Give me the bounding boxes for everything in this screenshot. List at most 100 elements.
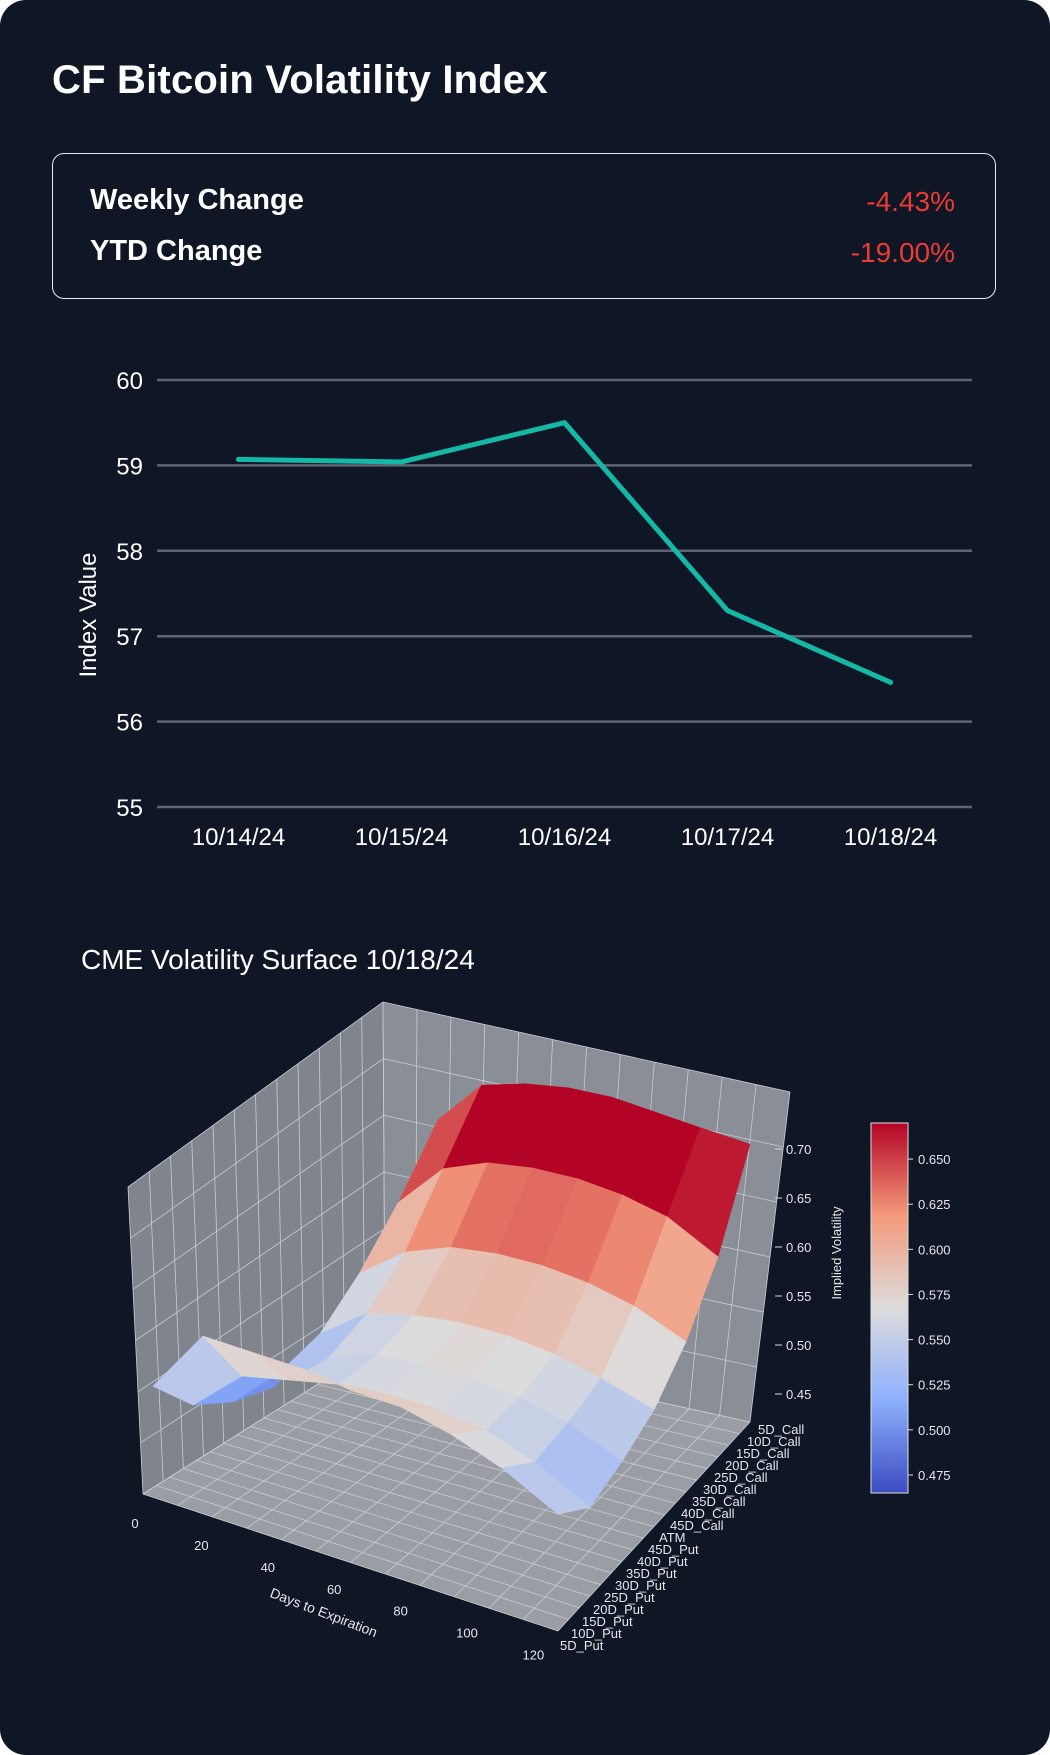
colorbar-tick-label: 0.525 xyxy=(918,1378,951,1393)
surface-patch xyxy=(500,1461,591,1515)
x-tick-label: 40 xyxy=(261,1560,275,1575)
x-tick-label: 100 xyxy=(456,1626,478,1641)
z-tick-label: 0.45 xyxy=(786,1387,811,1402)
colorbar: 0.475 0.500 0.525 0.550 0.575 0.600 0.625 0.650 xyxy=(870,1122,951,1494)
weekly-change-row: Weekly Change -4.43% xyxy=(90,184,955,224)
delta-tick-label: 20D_Call xyxy=(725,1458,779,1473)
floor-grid-line xyxy=(183,1468,591,1597)
delta-tick-label: 5D_Call xyxy=(758,1422,804,1437)
line-chart-gridlines xyxy=(157,378,972,809)
floor-grid-line xyxy=(277,1409,665,1516)
x-tick-label: 80 xyxy=(393,1604,407,1619)
data-point xyxy=(236,456,241,462)
y-tick-label: 60 xyxy=(116,368,143,395)
wall-grid-line xyxy=(135,1171,385,1341)
colorbar-tick-label: 0.575 xyxy=(918,1287,951,1302)
x-axis-label: Days to Expiration xyxy=(268,1585,380,1641)
surface-chart-title: CME Volatility Surface 10/18/24 xyxy=(81,944,475,975)
data-point xyxy=(562,420,567,426)
colorbar-tick-label: 0.475 xyxy=(918,1468,951,1483)
data-point xyxy=(725,608,730,614)
x-tick-label: 0 xyxy=(131,1516,138,1531)
wall-grid-line xyxy=(749,1091,791,1423)
delta-tick-label: 45D_Put xyxy=(648,1542,699,1557)
x-tick-label: 10/14/24 xyxy=(192,824,285,851)
delta-tick-label: 10D_Call xyxy=(747,1434,801,1449)
page-title: CF Bitcoin Volatility Index xyxy=(52,58,548,102)
y-tick-label: 59 xyxy=(116,453,143,480)
series-line xyxy=(236,420,893,685)
floor-grid-line xyxy=(250,1426,644,1539)
ytd-change-label: YTD Change xyxy=(90,235,263,267)
colorbar-tick-label: 0.625 xyxy=(918,1197,951,1212)
x-tick-label: 10/18/24 xyxy=(844,824,937,851)
y-axis-label: Index Value xyxy=(75,553,102,678)
delta-tick-label: 15D_Put xyxy=(582,1614,633,1629)
y-tick-label: 56 xyxy=(116,710,143,737)
delta-tick-label: 40D_Put xyxy=(637,1554,688,1569)
ytd-change-row: YTD Change -19.00% xyxy=(90,235,955,275)
delta-tick-label: 45D_Call xyxy=(670,1518,724,1533)
ytd-change-value: -19.00% xyxy=(850,237,955,268)
stats-panel: Weekly Change -4.43% YTD Change -19.00% xyxy=(52,153,996,299)
wall-grid-line xyxy=(130,1058,384,1239)
z-tick-label: 0.55 xyxy=(786,1289,811,1304)
wall-grid-line xyxy=(132,1115,384,1290)
delta-tick-label: 10D_Put xyxy=(571,1626,622,1641)
colorbar-tick-label: 0.550 xyxy=(918,1333,951,1348)
floor-grid-line xyxy=(169,1476,580,1609)
line-chart-y-ticks: 55 56 57 58 59 60 xyxy=(116,368,143,822)
floor-grid-line xyxy=(236,1434,633,1551)
surface-z-ticks: 0.45 0.50 0.55 0.60 0.65 0.70 xyxy=(775,1142,811,1402)
colorbar-tick-label: 0.650 xyxy=(918,1152,951,1167)
y-tick-label: 58 xyxy=(116,539,143,566)
x-tick-label: 10/15/24 xyxy=(355,824,448,851)
z-tick-label: 0.50 xyxy=(786,1338,811,1353)
colorbar-tick-label: 0.600 xyxy=(918,1242,951,1257)
z-tick-label: 0.70 xyxy=(786,1142,811,1157)
volatility-surface-chart: 0.45 0.50 0.55 0.60 0.65 0.70 0 20 40 60 80 100 120… xyxy=(127,1001,951,1663)
colorbar-tick-label: 0.500 xyxy=(918,1423,951,1438)
line-chart-x-ticks: 10/14/24 10/15/24 10/16/24 10/17/24 10/18/24 xyxy=(192,824,937,851)
delta-tick-label: 30D_Put xyxy=(615,1578,666,1593)
delta-tick-label: ATM xyxy=(659,1530,685,1545)
wall-grid-line xyxy=(719,1084,757,1416)
delta-tick-label: 5D_Put xyxy=(560,1638,604,1653)
floor-grid-line xyxy=(142,1493,559,1632)
floor-grid-line xyxy=(263,1417,655,1527)
delta-tick-label: 30D_Call xyxy=(703,1482,757,1497)
wall-grid-line xyxy=(127,1001,384,1188)
x-tick-label: 10/16/24 xyxy=(518,824,611,851)
y-tick-label: 55 xyxy=(116,795,143,822)
z-tick-label: 0.65 xyxy=(786,1191,811,1206)
floor-grid-line xyxy=(210,1451,612,1574)
delta-tick-label: 40D_Call xyxy=(681,1506,735,1521)
floor-grid-line xyxy=(223,1442,623,1562)
delta-tick-label: 35D_Put xyxy=(626,1566,677,1581)
floor-grid-line xyxy=(156,1485,569,1620)
data-point xyxy=(888,679,893,685)
surface-x-ticks: 0 20 40 60 80 100 120 xyxy=(131,1516,544,1663)
delta-tick-label: 25D_Put xyxy=(604,1590,655,1605)
x-tick-label: 120 xyxy=(523,1648,545,1663)
x-tick-label: 20 xyxy=(194,1538,208,1553)
z-tick-label: 0.60 xyxy=(786,1240,811,1255)
surface-delta-ticks: 5D_Call10D_Call15D_Call20D_Call25D_Call3… xyxy=(560,1422,804,1653)
data-point xyxy=(399,459,404,465)
z-axis-label: Implied Volatility xyxy=(829,1206,844,1300)
x-tick-label: 10/17/24 xyxy=(681,824,774,851)
x-tick-label: 60 xyxy=(327,1582,341,1597)
delta-tick-label: 15D_Call xyxy=(736,1446,790,1461)
y-tick-label: 57 xyxy=(116,624,143,651)
line-chart-series xyxy=(236,420,893,685)
weekly-change-value: -4.43% xyxy=(866,186,955,217)
delta-tick-label: 25D_Call xyxy=(714,1470,768,1485)
weekly-change-label: Weekly Change xyxy=(90,184,304,216)
colorbar-gradient xyxy=(870,1122,909,1494)
surface-mesh xyxy=(152,1083,751,1515)
floor-grid-line xyxy=(196,1459,601,1585)
delta-tick-label: 20D_Put xyxy=(593,1602,644,1617)
delta-tick-label: 35D_Call xyxy=(692,1494,746,1509)
